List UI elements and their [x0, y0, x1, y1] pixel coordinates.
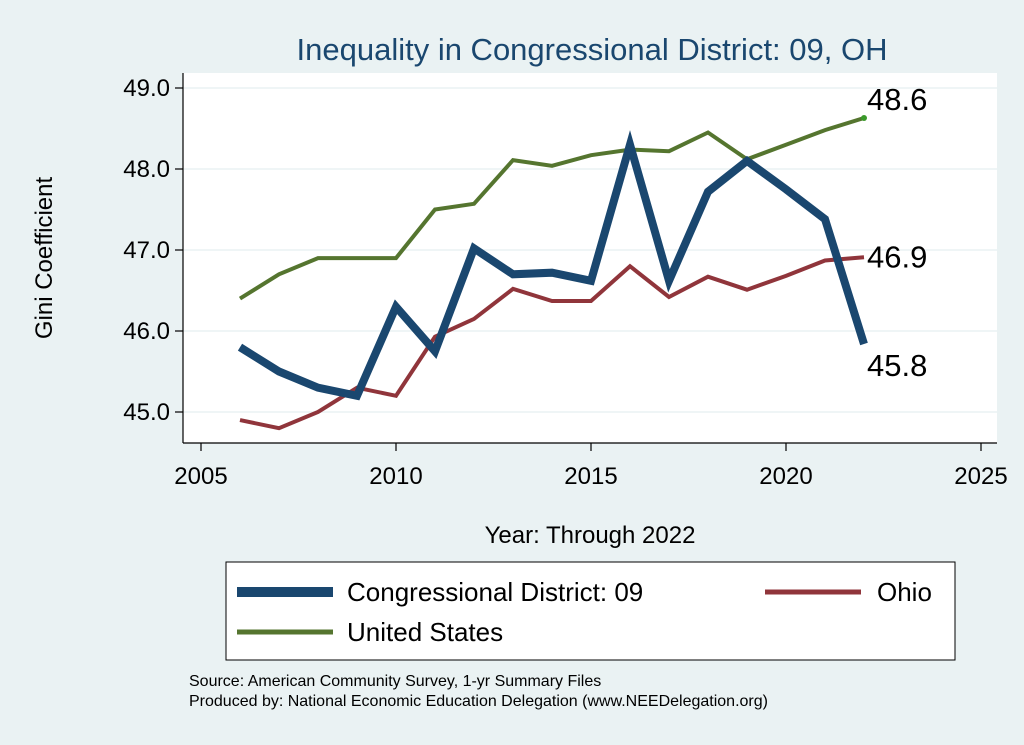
y-tick-label: 45.0: [123, 399, 170, 426]
axes: [182, 73, 997, 444]
series-line-us: [238, 116, 865, 301]
series-end-marker-us: [861, 114, 867, 121]
end-label-district: 45.8: [867, 348, 927, 383]
chart-title: Inequality in Congressional District: 09…: [297, 32, 888, 67]
legend-box: [225, 561, 956, 661]
y-tick-label: 49.0: [123, 75, 170, 102]
y-axis-title: Gini Coefficient: [31, 177, 58, 340]
series-line-district: [237, 130, 868, 401]
x-axis-title: Year: Through 2022: [485, 522, 696, 549]
x-tick-label: 2005: [174, 463, 227, 490]
producer-note: Produced by: National Economic Education…: [189, 693, 768, 710]
y-tick-label: 46.0: [123, 318, 170, 345]
legend: Congressional District: 09 Ohio United S…: [225, 561, 956, 661]
x-tick-label: 2025: [954, 463, 1007, 490]
end-label-ohio: 46.9: [867, 239, 927, 274]
axis-ticks: 45.0 46.0 47.0 48.0 49.0 2005 2010 2015 2020 2025: [123, 75, 1007, 490]
end-label-us: 48.6: [867, 82, 927, 117]
legend-label-us: United States: [347, 617, 503, 647]
x-tick-label: 2010: [369, 463, 422, 490]
series-lines: [237, 114, 868, 431]
x-tick-label: 2015: [564, 463, 617, 490]
end-labels: 45.8 46.9 48.6: [867, 82, 927, 383]
y-tick-label: 48.0: [123, 156, 170, 183]
x-tick-label: 2020: [759, 463, 812, 490]
legend-label-ohio: Ohio: [877, 577, 932, 607]
y-tick-label: 47.0: [123, 237, 170, 264]
source-note: Source: American Community Survey, 1-yr …: [189, 673, 601, 690]
legend-label-district: Congressional District: 09: [347, 577, 643, 607]
